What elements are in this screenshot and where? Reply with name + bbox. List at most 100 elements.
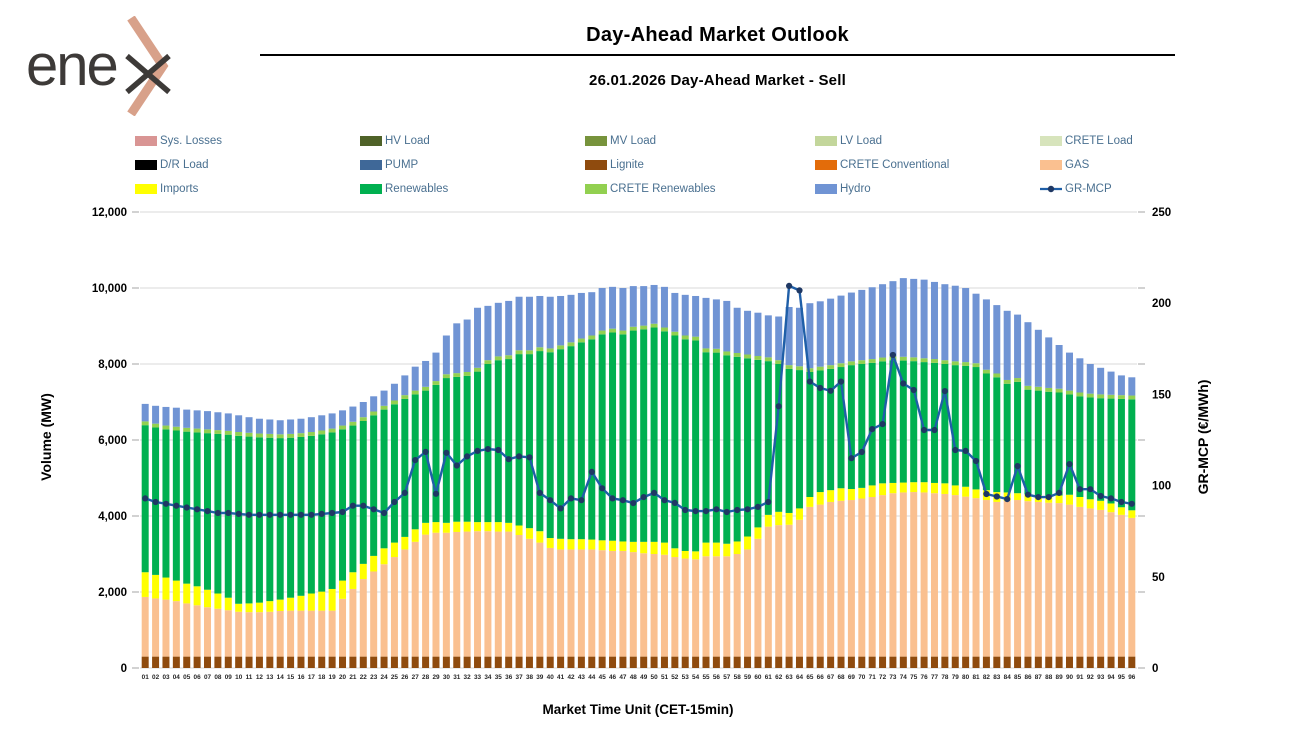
bar-segment — [598, 288, 606, 331]
bar-segment — [266, 419, 274, 434]
mcp-marker — [329, 509, 336, 517]
mcp-marker — [910, 386, 917, 394]
bar-segment — [172, 656, 180, 668]
mcp-marker — [723, 508, 730, 516]
bar-segment — [1097, 367, 1105, 395]
bar-segment — [910, 482, 918, 493]
bar-segment — [993, 501, 1001, 657]
bar-segment — [484, 360, 492, 364]
bar-segment — [858, 364, 866, 488]
bar-segment — [1107, 512, 1115, 657]
bar-segment — [255, 418, 263, 434]
svg-text:81: 81 — [972, 674, 980, 681]
mcp-marker — [1128, 500, 1135, 507]
bar-segment — [577, 549, 585, 657]
mcp-marker — [401, 489, 408, 496]
mcp-marker — [796, 287, 803, 294]
legend-item-crete-renewables: CRETE Renewables — [585, 181, 815, 196]
svg-text:18: 18 — [318, 674, 326, 681]
svg-text:47: 47 — [619, 674, 627, 681]
bar-segment — [1003, 379, 1011, 384]
bar-segment — [505, 531, 513, 657]
bar-segment — [993, 656, 1001, 668]
bar-segment — [941, 656, 949, 668]
bar-segment — [827, 298, 835, 366]
bar-segment — [1076, 392, 1084, 397]
bar-segment — [204, 411, 212, 430]
bar-segment — [1014, 314, 1022, 379]
mcp-marker — [245, 511, 253, 518]
bar-segment — [1034, 656, 1042, 668]
svg-text:67: 67 — [827, 674, 835, 681]
bar-segment — [681, 558, 689, 657]
bar-segment — [702, 348, 710, 353]
svg-text:0: 0 — [1152, 663, 1158, 675]
bar-segment — [318, 610, 326, 657]
bar-segment — [515, 525, 523, 535]
bar-segment — [972, 367, 980, 490]
title-underline — [260, 54, 1175, 56]
svg-text:100: 100 — [1152, 481, 1171, 493]
bar-segment — [733, 307, 741, 353]
bar-segment — [370, 411, 378, 416]
bar-segment — [712, 299, 720, 349]
svg-text:54: 54 — [692, 674, 700, 681]
mcp-marker — [183, 504, 190, 511]
bar-segment — [837, 500, 845, 657]
bar-segment — [287, 419, 295, 434]
bar-segment — [795, 656, 803, 668]
svg-text:94: 94 — [1107, 674, 1115, 681]
bar-segment — [650, 554, 658, 657]
bar-segment — [318, 430, 326, 435]
legend-label: LV Load — [840, 134, 882, 147]
mcp-marker — [277, 511, 284, 518]
bar-segment — [692, 559, 700, 657]
bar-segment — [307, 610, 315, 657]
legend-swatch — [135, 135, 157, 146]
bar-segment — [1128, 510, 1136, 518]
bar-segment — [339, 598, 347, 657]
bar-segment — [255, 612, 263, 657]
bar-segment — [484, 522, 492, 532]
mcp-marker — [962, 447, 969, 454]
bar-segment — [681, 656, 689, 668]
bar-segment — [899, 360, 907, 483]
bar-segment — [692, 551, 700, 560]
bar-segment — [474, 656, 482, 668]
bar-segment — [941, 360, 949, 364]
svg-text:17: 17 — [308, 674, 316, 681]
bar-segment — [899, 482, 907, 493]
bar-segment — [1086, 499, 1094, 509]
mcp-marker — [381, 509, 388, 517]
bar-segment — [681, 294, 689, 336]
bar-segment — [754, 538, 762, 657]
bar-segment — [235, 656, 243, 668]
legend-swatch — [585, 159, 607, 170]
bar-segment — [1045, 502, 1053, 657]
svg-text:69: 69 — [848, 674, 856, 681]
bar-segment — [432, 656, 440, 668]
bar-segment — [837, 295, 845, 364]
bar-segment — [1086, 393, 1094, 398]
bar-segment — [193, 586, 201, 606]
svg-text:48: 48 — [630, 674, 638, 681]
bar-segment — [1065, 394, 1073, 495]
bar-segment — [557, 295, 565, 346]
legend-item-hydro: Hydro — [815, 181, 1040, 196]
bar-segment — [671, 548, 679, 558]
bar-segment — [515, 535, 523, 657]
bar-segment — [162, 425, 170, 430]
gridlines-group — [132, 211, 1145, 669]
svg-text:92: 92 — [1087, 674, 1095, 681]
bar-segment — [775, 525, 783, 657]
bar-segment — [1014, 378, 1022, 382]
bar-segment — [827, 656, 835, 668]
bar-segment — [588, 335, 596, 340]
bar-segment — [1055, 656, 1063, 668]
bar-segment — [609, 550, 617, 657]
bar-segment — [702, 542, 710, 557]
bar-segment — [536, 295, 544, 348]
svg-text:57: 57 — [723, 674, 731, 681]
svg-text:36: 36 — [505, 674, 513, 681]
bar-segment — [380, 405, 388, 410]
